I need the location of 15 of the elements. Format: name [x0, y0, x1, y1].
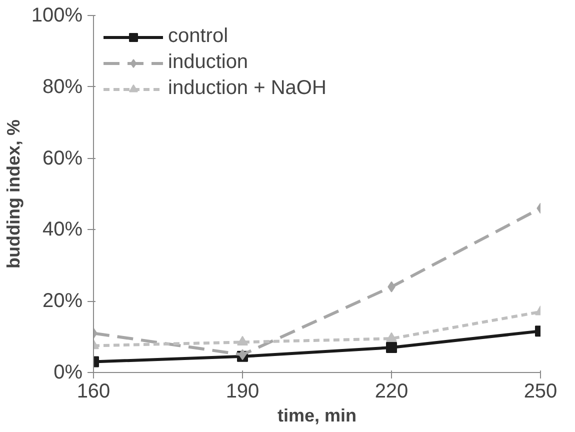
- y-axis-title: budding index, %: [3, 119, 24, 268]
- y-tick-label: 100%: [31, 4, 83, 26]
- y-tick-label: 0%: [54, 362, 83, 384]
- legend-label: induction: [168, 51, 248, 74]
- x-axis-title: time, min: [277, 406, 357, 426]
- x-tick-label: 250: [524, 380, 558, 402]
- y-tick-label: 20%: [42, 290, 83, 312]
- x-tick-label: 160: [76, 380, 110, 402]
- legend-label: induction + NaOH: [168, 77, 326, 100]
- x-tick-label: 190: [226, 380, 260, 402]
- y-tick-label: 40%: [42, 218, 83, 241]
- y-tick-label: 60%: [42, 147, 83, 170]
- y-tick-label: 80%: [42, 76, 83, 98]
- x-tick-label: 220: [374, 380, 408, 402]
- legend-label: control: [168, 25, 228, 48]
